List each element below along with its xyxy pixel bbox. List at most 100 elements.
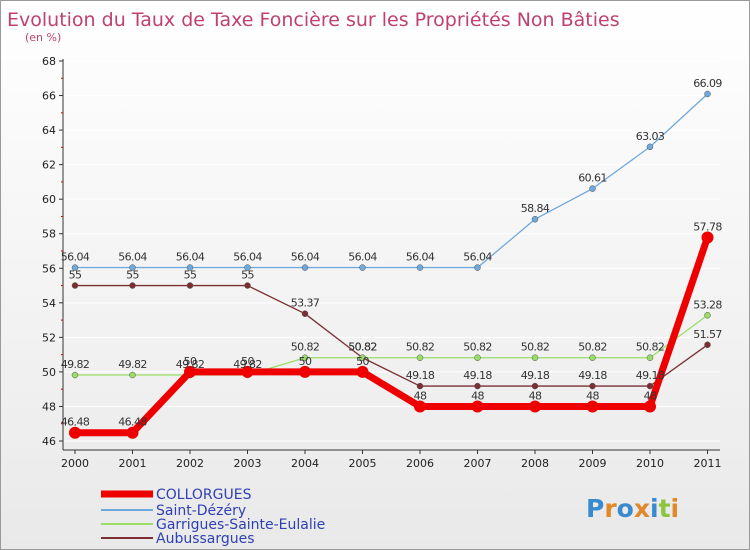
data-label-saint-dezery: 56.04 [61,251,90,264]
data-label-saint-dezery: 56.04 [291,251,320,264]
legend-label-garrigues: Garrigues-Sainte-Eulalie [156,517,325,533]
data-point-garrigues-sainte-eulalie [531,354,539,361]
data-point-collorgues [644,400,656,413]
x-tick-label: 2004 [291,457,319,470]
data-label-collorgues: 46.48 [118,416,147,429]
y-tick-label: 68 [42,55,56,68]
x-tick-label: 2006 [406,457,434,470]
y-tick-label: 50 [42,366,56,379]
legend: COLLORGUES Saint-Dézéry Garrigues-Sainte… [101,487,325,547]
legend-label-saint-dezery: Saint-Dézéry [156,503,246,519]
data-point-saint-dezery [186,264,194,271]
data-label-aubussargues: 51.57 [693,328,722,341]
data-point-garrigues-sainte-eulalie [71,371,79,379]
data-label-collorgues: 48 [414,389,427,402]
data-point-aubussargues [301,310,309,317]
data-label-saint-dezery: 56.04 [348,251,377,264]
data-label-collorgues: 48 [471,389,484,402]
data-point-aubussargues [416,382,424,390]
data-point-garrigues-sainte-eulalie [416,354,424,361]
series-line-aubussargues [75,284,708,387]
x-tick-label: 2001 [119,457,147,470]
y-tick-label: 46 [42,435,56,448]
data-point-aubussargues [474,382,481,390]
data-point-garrigues-sainte-eulalie [589,354,596,361]
data-point-collorgues [356,365,369,378]
data-point-garrigues-sainte-eulalie [129,371,136,379]
proxiti-wordmark: Proxiti [586,494,679,523]
legend-label-collorgues: COLLORGUES [156,487,252,503]
x-tick-label: 2011 [694,457,722,470]
x-ticks: 2000 2001 2002 2003 2004 2005 2006 2007 2008 2009… [61,450,722,470]
data-point-aubussargues [129,282,136,289]
data-label-garrigues-sainte-eulalie: 49.82 [176,358,205,371]
data-label-garrigues-sainte-eulalie: 53.28 [693,298,722,311]
data-label-collorgues: 50 [184,355,197,368]
x-tick-label: 2000 [61,457,89,470]
data-label-collorgues: 46.48 [61,416,90,429]
data-label-saint-dezery: 56.04 [406,251,435,264]
data-label-garrigues-sainte-eulalie: 50.82 [463,341,492,354]
data-label-garrigues-sainte-eulalie: 50.82 [578,341,607,354]
data-label-aubussargues: 49.18 [521,369,550,382]
data-point-collorgues [414,400,426,413]
data-point-aubussargues [589,382,596,390]
data-label-aubussargues: 55 [184,269,197,282]
data-point-aubussargues [646,382,654,390]
series-line-saint-dezery [75,93,708,269]
data-point-collorgues [586,400,599,413]
data-point-collorgues [184,365,196,378]
data-point-garrigues-sainte-eulalie [474,354,481,361]
y-tick-label: 54 [42,297,56,310]
data-label-garrigues-sainte-eulalie: 50.82 [636,341,665,354]
data-label-saint-dezery: 56.04 [463,251,492,264]
y-tick-label: 48 [42,400,56,413]
data-point-aubussargues [71,282,79,289]
data-label-saint-dezery: 58.84 [521,202,550,215]
data-label-saint-dezery: 63.03 [636,130,665,143]
data-label-garrigues-sainte-eulalie: 49.82 [233,358,262,371]
data-point-saint-dezery [71,264,79,271]
data-point-collorgues [69,426,81,439]
x-tick-label: 2009 [579,457,607,470]
y-tick-label: 62 [42,159,56,172]
legend-label-aubussargues: Aubussargues [156,531,255,547]
data-point-aubussargues [531,382,539,390]
x-tick-label: 2008 [521,457,549,470]
data-point-saint-dezery [531,215,539,223]
y-tick-label: 52 [42,331,56,344]
data-point-collorgues [241,365,254,378]
data-point-saint-dezery [704,90,711,98]
data-label-aubussargues: 55 [69,269,82,282]
x-tick-label: 2010 [636,457,664,470]
x-tick-label: 2003 [234,457,262,470]
series [69,90,714,439]
data-label-garrigues-sainte-eulalie: 49.82 [118,358,147,371]
y-tick-label: 60 [42,193,56,206]
data-label-aubussargues: 55 [241,269,254,282]
data-label-aubussargues: 49.18 [578,369,607,382]
data-point-garrigues-sainte-eulalie [704,312,711,319]
chart-title: Evolution du Taux de Taxe Foncière sur l… [7,9,620,31]
data-label-aubussargues: 53.37 [291,297,320,310]
data-label-garrigues-sainte-eulalie: 50.82 [348,341,377,354]
data-label-collorgues: 48 [586,389,599,402]
series-line-collorgues [75,236,711,437]
data-point-saint-dezery [301,264,309,271]
data-point-aubussargues [704,341,711,349]
data-label-collorgues: 50 [299,355,312,368]
data-point-collorgues [529,400,541,413]
data-label-garrigues-sainte-eulalie: 49.82 [61,358,90,371]
data-label-saint-dezery: 56.04 [118,251,147,264]
data-point-collorgues [471,400,484,413]
data-label-collorgues: 50 [356,355,369,368]
data-label-aubussargues: 50.82 [348,341,377,354]
y-tick-label: 56 [42,262,56,275]
data-point-saint-dezery [646,143,654,151]
data-label-saint-dezery: 56.04 [233,251,262,264]
data-label-collorgues: 48 [644,389,657,402]
axes [62,59,720,451]
data-label-aubussargues: 49.18 [463,369,492,382]
x-tick-label: 2002 [176,457,204,470]
